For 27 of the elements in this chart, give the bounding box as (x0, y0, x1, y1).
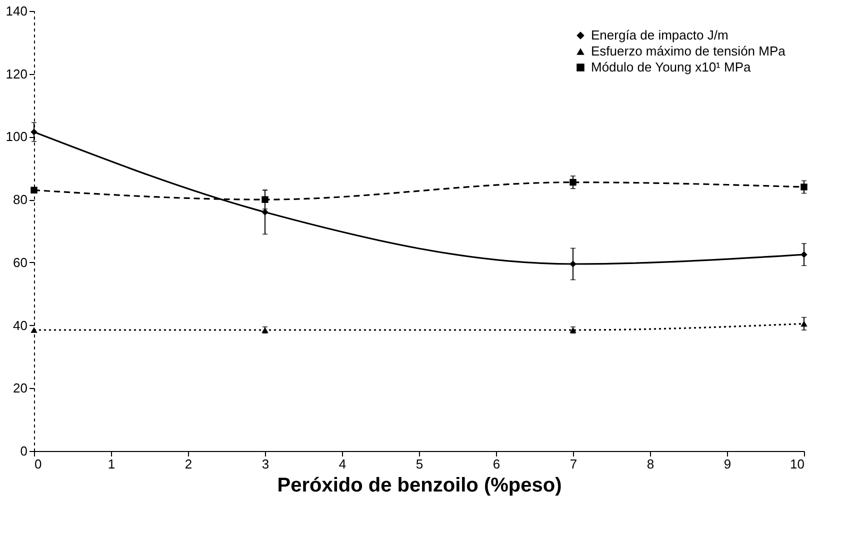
y-tick-label: 80 (13, 192, 28, 208)
y-tick-label: 20 (13, 380, 28, 396)
point (30, 186, 38, 194)
legend-label: Energía de impacto J/m (591, 28, 728, 42)
x-tick-label: 3 (262, 456, 270, 472)
x-tick-label: 1 (108, 456, 116, 472)
x-tick-label: 4 (338, 456, 346, 472)
y-tick-label: 120 (6, 66, 28, 82)
y-tick-label: 100 (6, 129, 28, 144)
x-tick-label: 7 (570, 456, 578, 472)
legend-label: Esfuerzo máximo de tensión MPa (591, 44, 786, 58)
legend-label: Módulo de Young x10¹ MPa (591, 60, 752, 74)
x-axis-title: Peróxido de benzoilo (%peso) (277, 474, 562, 496)
x-tick-label: 0 (34, 456, 42, 472)
x-tick-label: 9 (724, 456, 732, 472)
y-tick-label: 60 (13, 254, 28, 270)
point (262, 196, 268, 203)
point (30, 327, 38, 333)
point (800, 184, 808, 190)
x-tick-label: 8 (646, 456, 654, 472)
x-tick-label: 6 (492, 456, 500, 472)
y-tick-label: 40 (13, 318, 28, 333)
x-tick-label: 10 (790, 456, 804, 472)
y-tick-label: 140 (6, 4, 28, 18)
x-tick-label: 2 (184, 456, 192, 472)
x-tick-label: 5 (416, 456, 424, 472)
y-tick-label: 0 (20, 444, 28, 458)
